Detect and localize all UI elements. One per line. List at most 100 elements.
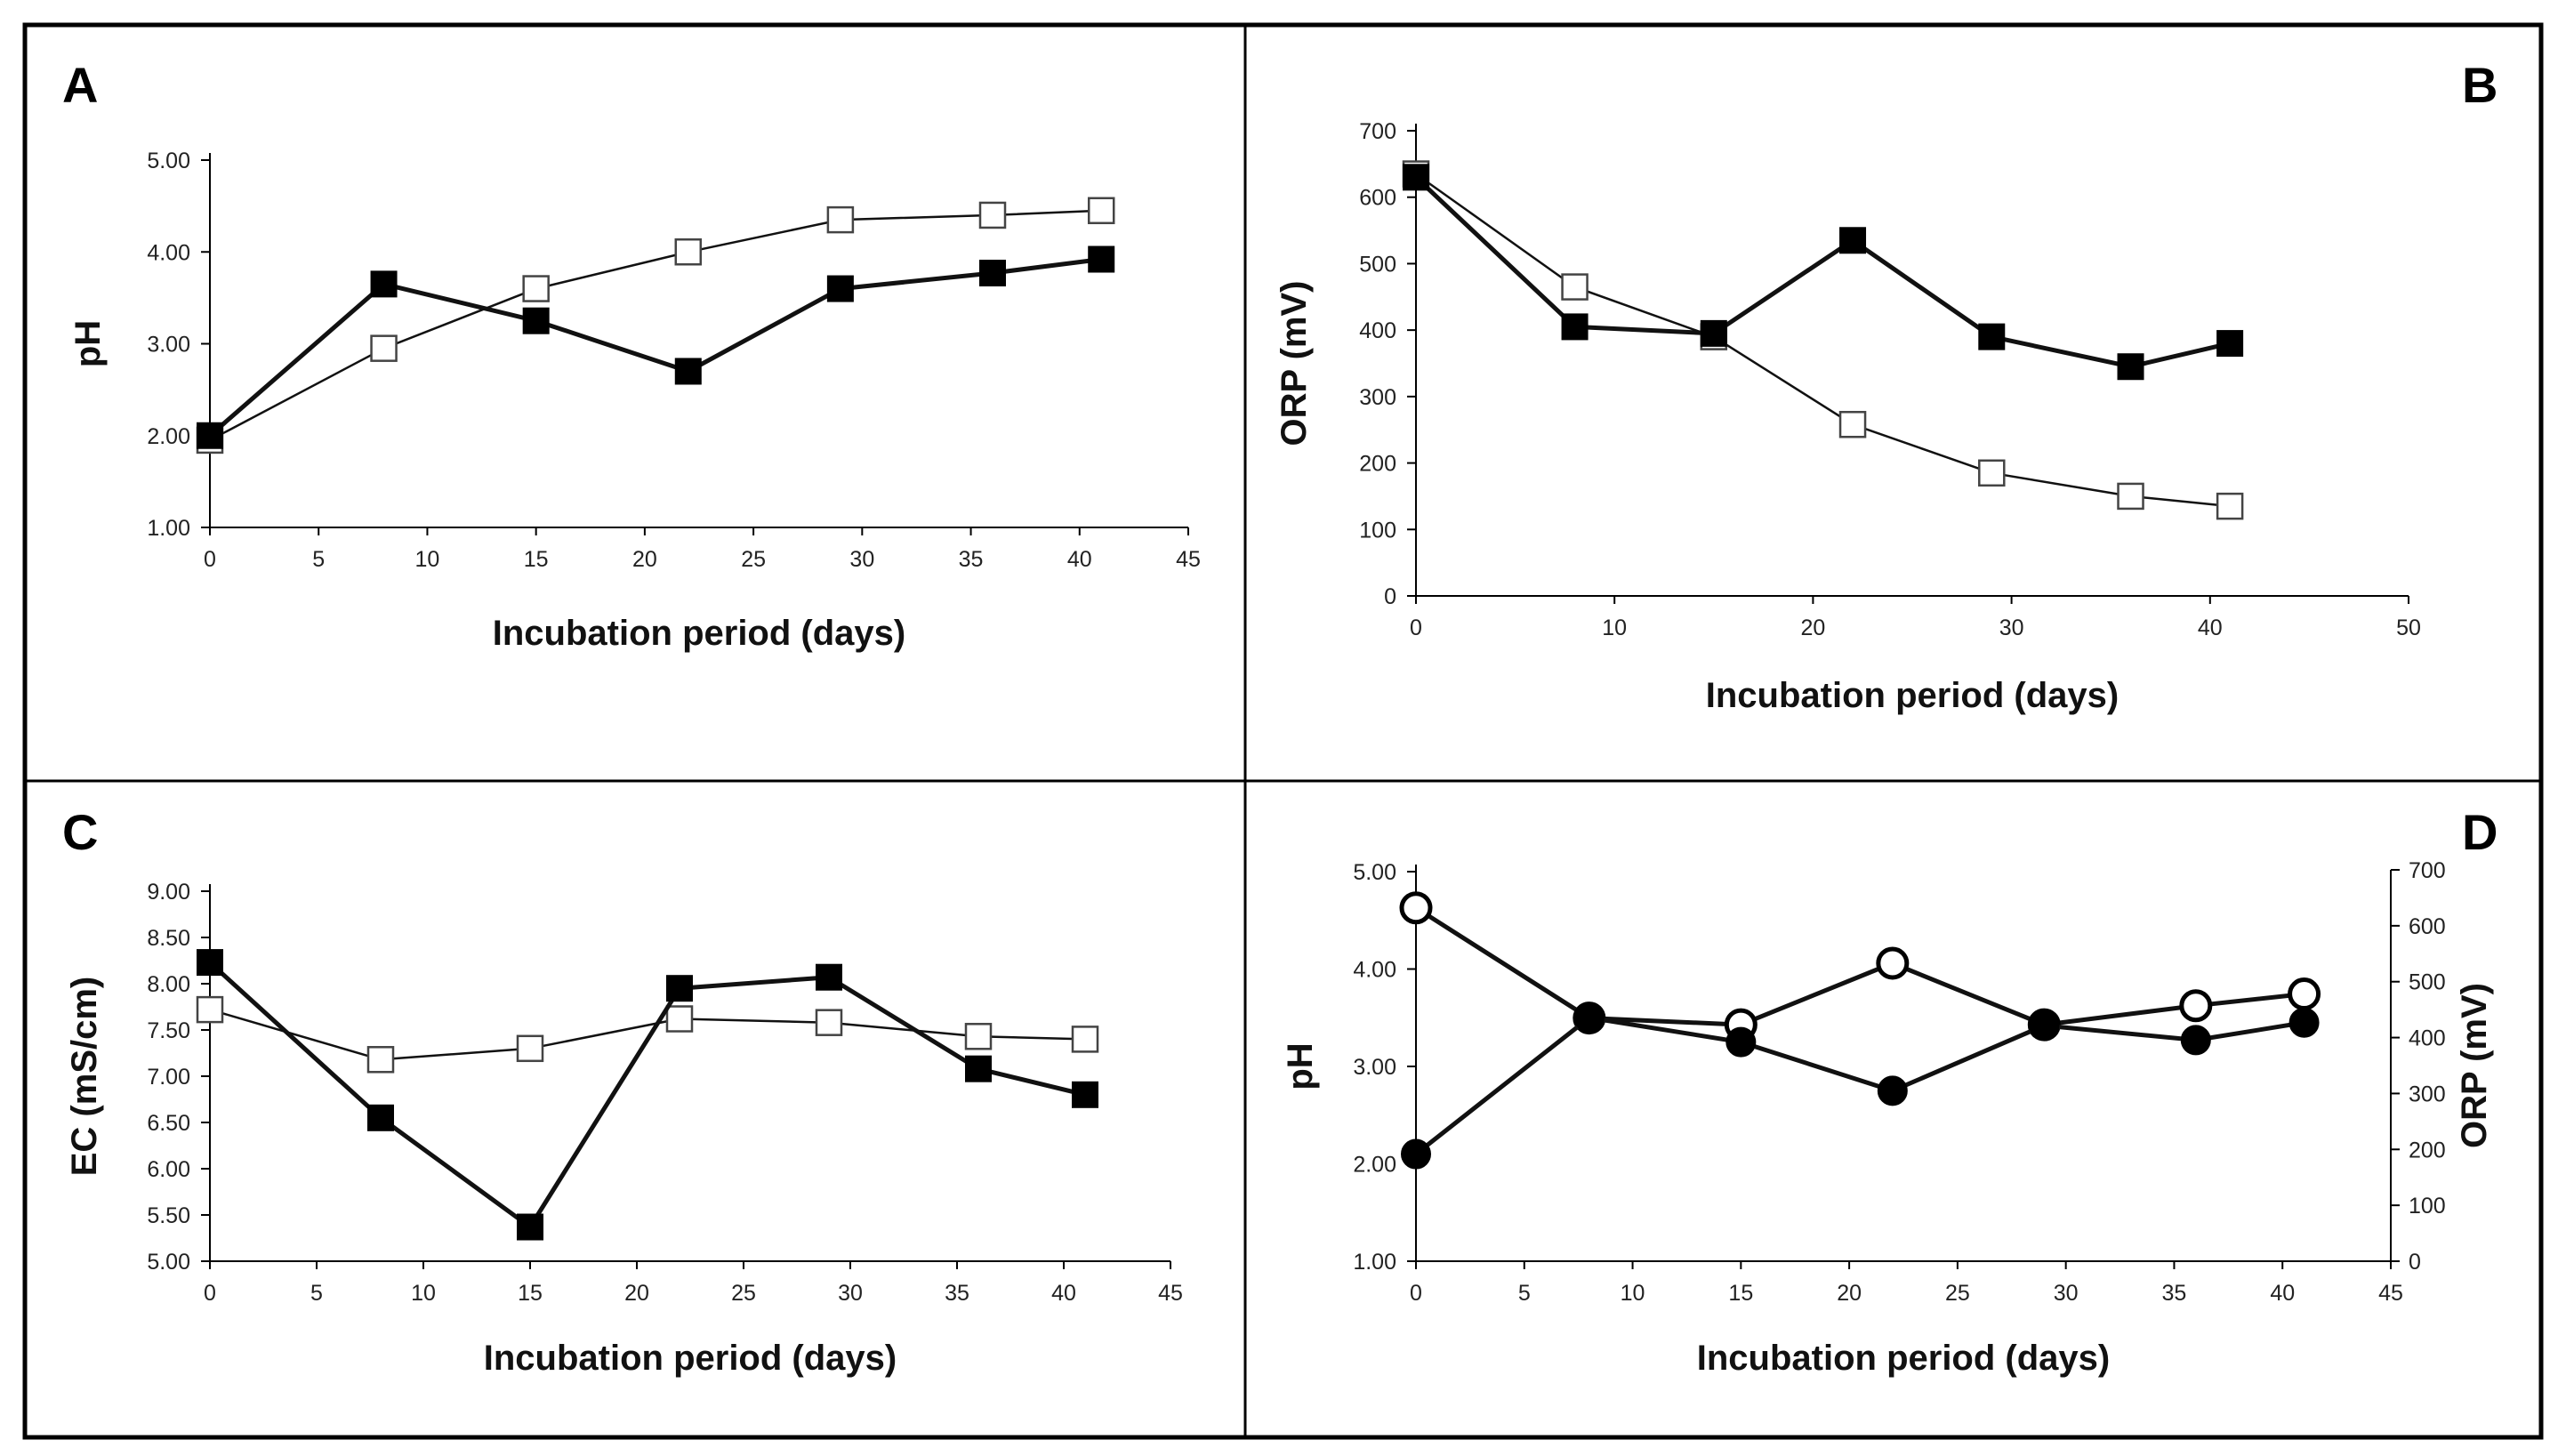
y-right-tick-label: 100 [2409, 1194, 2446, 1219]
data-point-square-filled [367, 1104, 394, 1131]
data-point-square-filled [1700, 319, 1727, 347]
x-tick-label: 45 [1176, 547, 1201, 572]
x-tick-label: 45 [1158, 1281, 1183, 1306]
x-tick-label: 10 [411, 1281, 436, 1306]
y-tick-label: 4.00 [147, 240, 190, 265]
x-tick-label: 40 [1051, 1281, 1076, 1306]
series-filled-squares [1403, 164, 2244, 381]
data-point-square-filled [1403, 164, 1429, 191]
y-right-tick-label: 600 [2409, 914, 2446, 939]
y-axis-label: ORP (mV) [1275, 281, 1314, 446]
y-tick-label: 700 [1359, 119, 1396, 144]
data-point-square-open [1561, 273, 1589, 301]
data-point-square-filled [2117, 353, 2144, 381]
chart-panel-b: 0 10 20 30 40 500100200300400500600700Incubat… [1275, 119, 2421, 715]
data-point-square-open [826, 205, 855, 234]
y-tick-label: 3.00 [147, 333, 190, 358]
data-point-square-open [1838, 410, 1867, 438]
x-tick-label: 40 [2198, 615, 2223, 640]
x-tick-label: 30 [2054, 1281, 2079, 1306]
x-tick-label: 5 [312, 547, 325, 572]
x-tick-label: 25 [741, 547, 766, 572]
data-point-square-open [2117, 482, 2144, 511]
data-point-square-open [674, 238, 703, 266]
data-point-square-filled [1072, 1081, 1098, 1108]
data-point-circle-filled [2029, 1010, 2060, 1042]
x-axis-label: Incubation period (days) [484, 1339, 897, 1378]
data-point-square-open [2216, 492, 2244, 520]
data-point-circle-open [1399, 891, 1433, 925]
x-tick-label: 0 [204, 547, 216, 572]
x-tick-label: 40 [2270, 1281, 2295, 1306]
y-right-tick-label: 300 [2409, 1082, 2446, 1106]
y-tick-label: 9.00 [147, 880, 190, 905]
x-tick-label: 0 [1410, 1281, 1422, 1306]
x-tick-label: 25 [1945, 1281, 1970, 1306]
x-tick-label: 20 [632, 547, 657, 572]
data-point-circle-filled [1573, 1002, 1605, 1034]
x-tick-label: 15 [1728, 1281, 1753, 1306]
data-point-circle-open [2288, 977, 2321, 1011]
data-point-square-filled [979, 259, 1006, 286]
x-tick-label: 50 [2396, 615, 2421, 640]
y-tick-label: 3.00 [1353, 1055, 1396, 1080]
y-tick-label: 600 [1359, 186, 1396, 211]
y-tick-label: 6.50 [147, 1111, 190, 1136]
panel-letter-b: B [2462, 57, 2498, 113]
x-axis-label: Incubation period (days) [1697, 1339, 2110, 1378]
data-point-circle-filled [2288, 1007, 2320, 1038]
y-tick-label: 500 [1359, 252, 1396, 277]
data-point-square-open [978, 201, 1007, 229]
data-point-square-filled [197, 422, 223, 449]
x-tick-label: 30 [1999, 615, 2024, 640]
x-tick-label: 0 [1410, 615, 1422, 640]
data-point-square-open [522, 275, 550, 302]
data-point-circle-open [2179, 989, 2213, 1023]
x-tick-label: 45 [2378, 1281, 2403, 1306]
x-tick-label: 35 [2162, 1281, 2187, 1306]
y-tick-label: 7.00 [147, 1065, 190, 1090]
x-tick-label: 25 [731, 1281, 756, 1306]
data-point-square-filled [1978, 323, 2006, 350]
x-tick-label: 5 [1518, 1281, 1531, 1306]
series-filled-squares [197, 949, 1098, 1241]
y-tick-label: 200 [1359, 452, 1396, 477]
y-tick-label: 8.50 [147, 926, 190, 951]
y-tick-label: 400 [1359, 318, 1396, 343]
series-open-squares [196, 995, 1099, 1074]
x-axis-label: Incubation period (days) [493, 614, 905, 653]
data-point-circle-filled [1401, 1138, 1431, 1170]
y-right-tick-label: 400 [2409, 1026, 2446, 1051]
x-tick-label: 35 [945, 1281, 969, 1306]
panel-letter-a: A [62, 57, 98, 113]
y-axis-label: pH [68, 320, 108, 367]
y-tick-label: 2.00 [147, 424, 190, 449]
data-point-circle-filled [2180, 1025, 2211, 1056]
data-point-square-filled [522, 307, 550, 334]
data-point-square-open [366, 1046, 395, 1074]
data-point-square-filled [965, 1055, 992, 1082]
y-tick-label: 5.00 [147, 1250, 190, 1275]
panel-letter-c: C [62, 804, 98, 860]
series-pH [1401, 1002, 2320, 1170]
data-point-square-open [964, 1023, 993, 1050]
y-tick-label: 0 [1384, 584, 1396, 609]
x-tick-label: 10 [415, 547, 440, 572]
x-tick-label: 30 [838, 1281, 863, 1306]
data-point-square-open [196, 995, 224, 1024]
x-axis-label: Incubation period (days) [1706, 676, 2119, 715]
data-point-square-filled [816, 963, 842, 991]
y-right-tick-label: 0 [2409, 1250, 2421, 1275]
data-point-square-filled [666, 975, 693, 1002]
x-tick-label: 5 [310, 1281, 323, 1306]
data-point-circle-open [1876, 946, 1910, 980]
chart-panel-a: 0 5 10 15 20 25 30 35 40 45 1.00 2.00 3.00 4.00 5.00 In… [68, 149, 1201, 653]
y-tick-label: 8.00 [147, 972, 190, 997]
data-point-square-open [1087, 197, 1115, 225]
y-tick-label: 5.00 [147, 149, 190, 173]
data-point-circle-filled [1725, 1026, 1757, 1058]
x-tick-label: 10 [1621, 1281, 1645, 1306]
data-point-square-filled [1088, 245, 1115, 273]
